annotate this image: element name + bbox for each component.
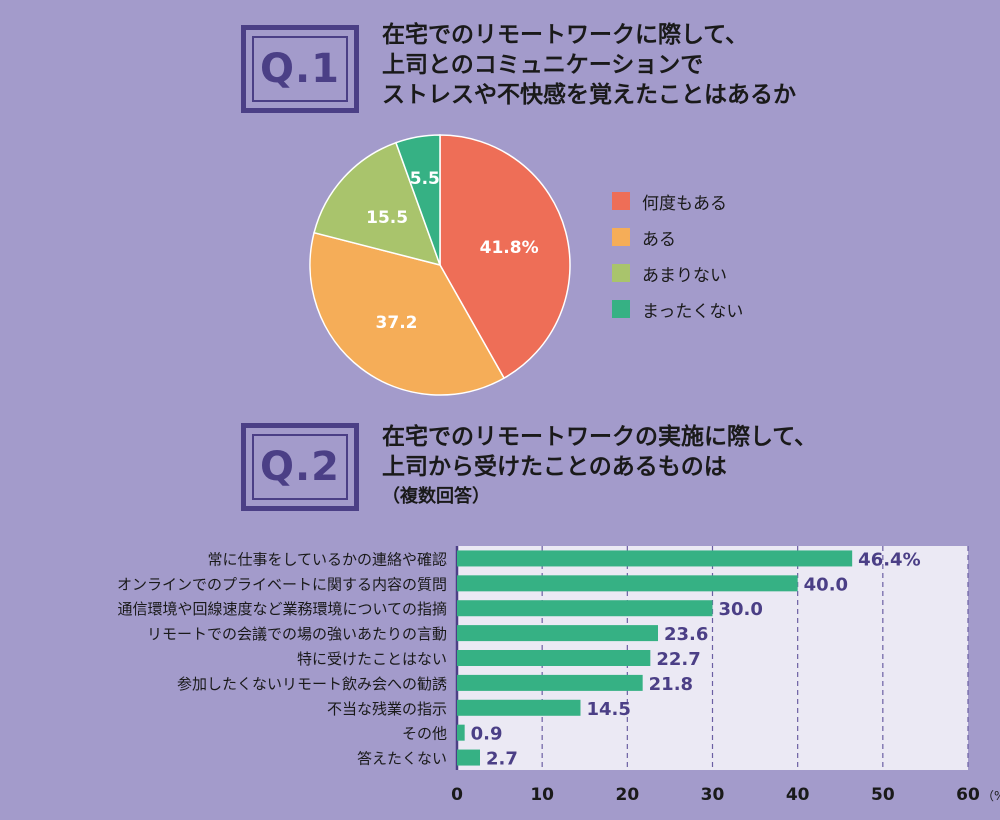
legend-swatch	[612, 300, 630, 318]
pie-slice	[395, 134, 441, 266]
q1-title: 在宅でのリモートワークに際して、 上司とのコミュニケーションで ストレスや不快感…	[382, 20, 796, 110]
q1-title-line: 在宅でのリモートワークに際して、	[382, 22, 749, 48]
q2-title-line: 上司から受けたことのあるものは	[382, 454, 727, 480]
q2-title-line: 在宅でのリモートワークの実施に際して、	[382, 424, 818, 450]
pie-chart: 41.8% 37.2 15.55.5	[309, 134, 571, 396]
x-tick-label: 10	[530, 785, 554, 805]
category-label: 特に受けたことはない	[297, 650, 447, 668]
pie-slice	[313, 141, 442, 267]
x-tick-label: 0	[451, 785, 463, 805]
category-label: 常に仕事をしているかの連絡や確認	[207, 550, 447, 568]
x-tick-label: 30	[701, 785, 725, 805]
category-label: 不当な残業の指示	[327, 700, 447, 718]
q2-title-sub: （複数回答）	[382, 486, 490, 507]
category-label: 答えたくない	[357, 750, 447, 768]
x-tick-label: 60	[956, 785, 980, 805]
q2-title: 在宅でのリモートワークの実施に際して、 上司から受けたことのあるものは （複数回…	[382, 422, 817, 512]
pie-slice	[439, 134, 571, 380]
q1-title-line: ストレスや不快感を覚えたことはあるか	[382, 82, 796, 108]
legend-item: 何度もある	[612, 183, 743, 219]
legend-label: 何度もある	[642, 193, 727, 214]
pie-slice	[309, 231, 506, 396]
bar	[457, 650, 651, 666]
q1-badge: Q.1	[241, 25, 359, 113]
bar	[457, 600, 713, 617]
pie-data-label: 41.8%	[480, 238, 539, 258]
category-label: リモートでの会議での場の強いあたりの言動	[147, 625, 447, 643]
legend-item: まったくない	[612, 291, 743, 327]
bar-value-label: 2.7	[486, 749, 518, 770]
legend-label: ある	[642, 229, 676, 250]
x-tick-label: 50	[871, 785, 895, 805]
q1-badge-text: Q.1	[252, 36, 348, 102]
bar	[457, 724, 465, 741]
legend-swatch	[612, 192, 630, 210]
bar-value-label: 23.6	[664, 624, 708, 645]
legend-item: ある	[612, 219, 743, 255]
category-label: オンラインでのプライベートに関する内容の質問	[117, 575, 447, 593]
bar-value-label: 0.9	[471, 724, 503, 745]
q1-title-line: 上司とのコミュニケーションで	[382, 52, 704, 78]
bar-value-label: 14.5	[586, 699, 630, 720]
legend-swatch	[612, 228, 630, 246]
bar-value-label: 30.0	[719, 599, 763, 620]
bar-value-label: 40.0	[804, 574, 848, 595]
bar	[457, 749, 480, 766]
bar-chart: 0 10 20 30 40 50 60（%） 46.4% 常に仕事をしているかの連絡や確認 40.…	[117, 546, 1000, 805]
q2-badge: Q.2	[241, 423, 359, 511]
x-tick-label: 20	[615, 785, 639, 805]
pie-data-label: 5.5	[410, 169, 440, 189]
bar	[457, 575, 798, 592]
pie-data-label: 37.2	[376, 313, 418, 333]
category-label: その他	[402, 725, 447, 743]
category-label: 通信環境や回線速度など業務環境についての指摘	[117, 600, 447, 618]
bar-value-label: 46.4%	[858, 549, 920, 570]
bar-value-label: 21.8	[649, 674, 693, 695]
bar	[457, 550, 853, 567]
q2-badge-text: Q.2	[252, 434, 348, 500]
bar	[457, 699, 581, 716]
x-tick-label: 40	[786, 785, 810, 805]
pie-data-label: 15.5	[366, 208, 408, 228]
legend-item: あまりない	[612, 255, 743, 291]
pie-legend: 何度もあるあるあまりないまったくない	[612, 183, 743, 327]
category-label: 参加したくないリモート飲み会への勧誘	[177, 675, 447, 693]
legend-label: あまりない	[642, 265, 727, 286]
legend-label: まったくない	[642, 301, 744, 322]
bar	[457, 674, 643, 691]
x-unit-label: （%）	[982, 789, 1000, 803]
bar-value-label: 22.7	[656, 649, 700, 670]
legend-swatch	[612, 264, 630, 282]
bar	[457, 625, 658, 642]
